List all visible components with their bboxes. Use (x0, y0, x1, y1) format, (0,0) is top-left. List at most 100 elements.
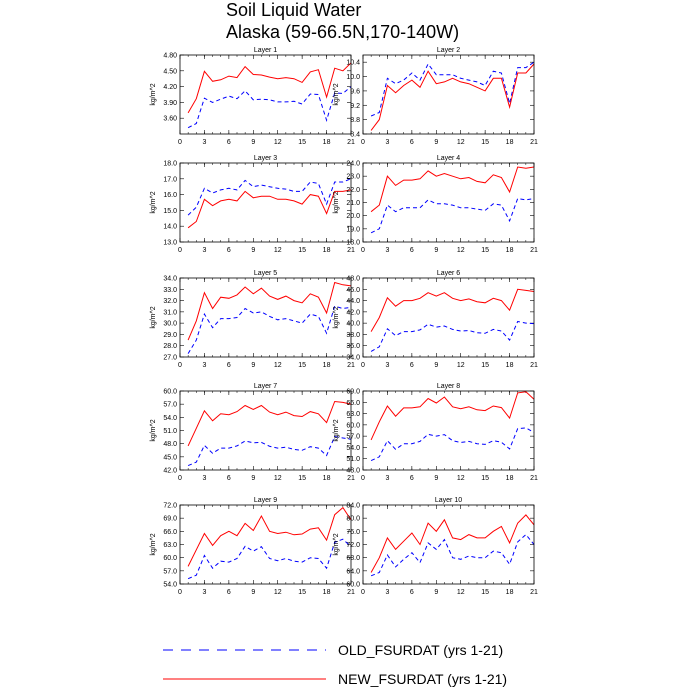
y-tick-label: 68.0 (346, 555, 360, 562)
y-tick-label: 72.0 (163, 503, 177, 510)
panel-title: Layer 9 (254, 497, 277, 504)
plot-frame (362, 390, 535, 471)
x-tick-label: 15 (481, 362, 489, 369)
figure-title: Soil Liquid Water (226, 0, 361, 20)
y-axis-label: kg/m^2 (150, 306, 157, 328)
x-tick-label: 0 (178, 362, 182, 369)
x-tick-label: 3 (385, 589, 389, 596)
y-tick-label: 20.0 (346, 213, 360, 220)
x-tick-label: 12 (274, 589, 282, 596)
y-axis-label: kg/m^2 (333, 191, 340, 213)
y-tick-label: 9.6 (350, 88, 360, 95)
x-tick-label: 6 (227, 247, 231, 254)
x-tick-label: 9 (251, 247, 255, 254)
x-tick-label: 3 (385, 139, 389, 146)
x-tick-label: 12 (457, 362, 465, 369)
y-tick-label: 66.0 (346, 400, 360, 407)
plot-frame (179, 54, 352, 135)
x-tick-label: 12 (457, 139, 465, 146)
panel-layer-9: Layer 9 kg/m^2 0 3 6 9 12 15 18 21 54.0 57.0 60.0 63.… (150, 497, 355, 596)
y-tick-label: 4.50 (163, 68, 177, 75)
x-tick-label: 9 (251, 139, 255, 146)
y-axis-label: kg/m^2 (333, 306, 340, 328)
panel-layer-2: Layer 2kg/m^20 3 6 9 12 15 18 218.48.89.29.610.… (333, 47, 538, 146)
x-tick-label: 15 (481, 247, 489, 254)
y-tick-label: 18.0 (163, 161, 177, 168)
y-tick-label: 34.0 (163, 276, 177, 283)
y-tick-label: 17.0 (163, 176, 177, 183)
x-tick-label: 15 (298, 475, 306, 482)
y-tick-label: 51.0 (346, 456, 360, 463)
x-tick-label: 15 (298, 362, 306, 369)
y-tick-label: 8.8 (350, 117, 360, 124)
y-tick-label: 29.0 (163, 332, 177, 339)
y-tick-label: 9.2 (350, 103, 360, 110)
series-line-new (370, 514, 535, 573)
x-tick-label: 21 (530, 247, 538, 254)
y-tick-label: 54.0 (163, 415, 177, 422)
x-tick-label: 21 (347, 139, 355, 146)
y-tick-label: 31.0 (163, 309, 177, 316)
x-tick-label: 18 (323, 475, 331, 482)
y-tick-label: 48.0 (346, 276, 360, 283)
y-tick-label: 84.0 (346, 503, 360, 510)
x-tick-label: 15 (481, 475, 489, 482)
series-line-new (187, 62, 352, 114)
y-tick-label: 57.0 (163, 402, 177, 409)
y-tick-label: 48.0 (163, 441, 177, 448)
x-tick-label: 6 (410, 247, 414, 254)
y-tick-label: 10.4 (346, 60, 360, 67)
x-tick-label: 18 (506, 362, 514, 369)
y-tick-label: 40.0 (346, 321, 360, 328)
panel-layer-8: Layer 8kg/m^20 3 6 9 12 15 18 2148.051.054.057.… (333, 383, 538, 482)
y-tick-label: 38.0 (346, 332, 360, 339)
x-tick-label: 3 (202, 139, 206, 146)
plot-frame (179, 504, 352, 585)
panel-title: Layer 6 (437, 270, 460, 277)
series-line-new (370, 288, 535, 332)
y-tick-label: 42.0 (163, 468, 177, 475)
x-tick-label: 21 (530, 475, 538, 482)
y-tick-label: 33.0 (163, 287, 177, 294)
y-tick-label: 76.0 (346, 529, 360, 536)
plot-frame (362, 504, 535, 585)
series-line-old (370, 61, 535, 117)
x-tick-label: 6 (227, 475, 231, 482)
panel-title: Layer 1 (254, 47, 277, 54)
x-tick-label: 0 (178, 247, 182, 254)
x-tick-label: 9 (251, 589, 255, 596)
x-tick-label: 6 (410, 589, 414, 596)
x-tick-label: 0 (178, 589, 182, 596)
y-tick-label: 54.0 (346, 445, 360, 452)
series-line-old (370, 533, 535, 577)
x-tick-label: 6 (227, 362, 231, 369)
x-tick-label: 3 (385, 362, 389, 369)
y-tick-label: 72.0 (346, 542, 360, 549)
y-tick-label: 27.0 (163, 355, 177, 362)
y-tick-label: 19.0 (346, 226, 360, 233)
x-tick-label: 21 (347, 362, 355, 369)
y-tick-label: 60.0 (163, 389, 177, 396)
legend-label-old: OLD_FSURDAT (yrs 1-21) (338, 642, 503, 658)
x-tick-label: 0 (178, 139, 182, 146)
x-tick-label: 15 (481, 589, 489, 596)
panel-layer-6: Layer 6kg/m^20 3 6 9 12 15 18 2134.036.038.040.… (333, 270, 538, 369)
y-tick-label: 36.0 (346, 343, 360, 350)
y-tick-label: 4.20 (163, 84, 177, 91)
x-tick-label: 0 (361, 475, 365, 482)
x-tick-label: 6 (410, 475, 414, 482)
y-axis-label: kg/m^2 (333, 419, 340, 441)
x-tick-label: 18 (506, 589, 514, 596)
x-tick-label: 6 (227, 589, 231, 596)
y-tick-label: 4.80 (163, 53, 177, 60)
panel-title: Layer 8 (437, 383, 460, 390)
x-tick-label: 18 (506, 247, 514, 254)
y-tick-label: 15.0 (163, 208, 177, 215)
y-tick-label: 18.0 (346, 240, 360, 247)
y-tick-label: 66.0 (163, 529, 177, 536)
y-tick-label: 30.0 (163, 321, 177, 328)
x-tick-label: 18 (323, 247, 331, 254)
series-line-old (187, 86, 352, 129)
y-tick-label: 23.0 (346, 174, 360, 181)
